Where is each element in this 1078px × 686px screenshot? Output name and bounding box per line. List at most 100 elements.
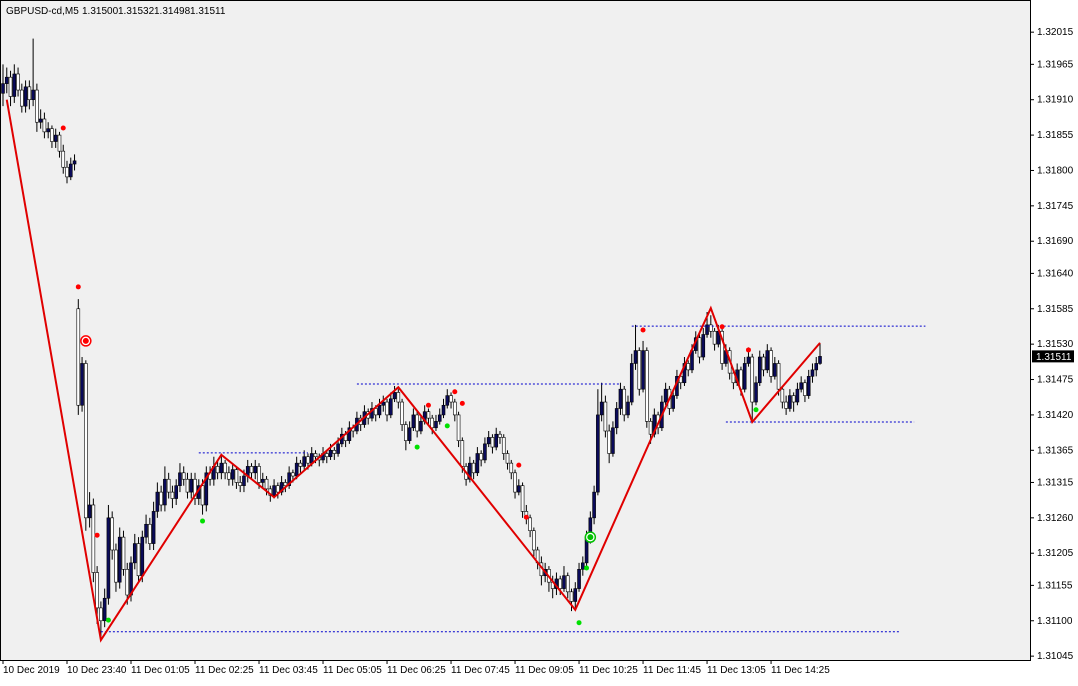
candle-body [264,478,269,490]
y-tick-label: 1.31420 [1037,410,1074,421]
candle-body [347,427,352,441]
x-tick-label: 10 Dec 2019 [3,665,60,676]
x-tick-label: 11 Dec 01:05 [131,665,190,676]
candle-body [392,392,397,400]
x-tick-label: 11 Dec 02:25 [195,665,254,676]
candle-body [31,89,35,101]
signal-dot [425,402,431,408]
candle-body [136,543,141,577]
candle-body [99,607,103,622]
x-tick-label: 10 Dec 23:40 [67,665,127,676]
x-tick-label: 11 Dec 05:05 [323,665,382,676]
candle-body [84,363,88,519]
candle-body [520,485,525,512]
candle-body [799,382,803,390]
candle-body [686,363,691,371]
candle-body [483,443,487,461]
candle-body [803,382,807,396]
signal-dot [94,532,100,538]
candle-body [276,485,280,493]
candle-body [272,485,276,496]
y-tick-label: 1.31530 [1037,339,1074,350]
candle-body [712,330,717,345]
candle-body [498,433,502,438]
y-tick-label: 1.31800 [1037,165,1074,176]
candle-body [400,401,404,425]
candle-body [257,466,261,483]
candle-body [72,160,77,165]
signal-dot [452,389,458,395]
x-tick-label: 11 Dec 10:25 [579,665,638,676]
candle-body [129,562,133,596]
candle-body [486,437,491,445]
candle-body [618,388,623,409]
candle-body [302,456,306,467]
candle-body [42,118,47,133]
candle-body [452,401,457,416]
candle-body [227,472,231,480]
y-tick-label: 1.31260 [1037,513,1074,524]
candle-body [381,401,386,406]
candle-body [784,401,788,409]
zigzag [5,99,821,643]
signal-dot [459,400,465,406]
candle-body [189,478,194,493]
x-tick-label: 11 Dec 06:25 [387,665,446,676]
candle-body [125,568,130,596]
candle-body [441,404,446,416]
candle-body [780,388,785,403]
candle-body [16,73,20,91]
x-tick-label: 11 Dec 09:05 [515,665,574,676]
y-tick-label: 1.31205 [1037,548,1074,559]
candle-body [611,427,615,454]
candle-body [91,504,96,573]
candle-body [35,89,39,123]
candle-body [614,408,619,429]
candle-body [641,350,645,390]
candle-body [200,485,205,506]
candle-body [80,363,84,406]
signal-dot [523,514,529,520]
signal-core [587,534,594,541]
y-tick-label: 1.31855 [1037,130,1074,141]
x-tick-label: 11 Dec 07:45 [451,665,510,676]
candle-body [750,356,755,403]
candle-body [242,475,246,486]
candle-body [426,411,431,419]
candle-body [170,491,175,499]
y-tick-label: 1.31690 [1037,236,1074,247]
candle-body [532,530,536,551]
candle-body [411,414,416,429]
candle-body [430,417,435,429]
signal-dot [584,565,590,571]
candle-body [1,83,5,94]
candle-body [754,382,758,403]
candle-body [23,86,28,107]
candle-body [159,491,163,506]
candle-body [76,308,81,406]
candle-body [95,572,99,609]
candle-body [607,430,611,454]
candle-body [573,588,578,602]
candle-body [114,549,118,583]
ohlc-open: 1.31500 [82,6,119,17]
candle-body [663,388,668,403]
candle-body [490,437,495,448]
candle-body [419,421,423,432]
candle-body [53,134,58,142]
candle-body [204,472,209,506]
candle-body [761,356,766,371]
candle-body [155,491,160,512]
candle-body [8,76,13,97]
candle-body [87,504,92,519]
candle-body [505,453,510,464]
candle-body [765,350,770,371]
candle-body [328,449,333,458]
candle-body [709,324,713,332]
candle-body [102,597,107,622]
candle-body [629,363,634,403]
symbol: GBPUSD-cd,M5 [6,6,79,17]
candle-body [806,376,811,396]
candle-body [626,401,630,416]
